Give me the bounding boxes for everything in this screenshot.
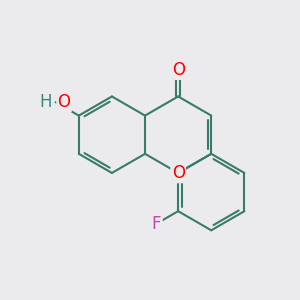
Text: O: O: [172, 164, 184, 182]
Text: O: O: [58, 93, 70, 111]
Text: F: F: [152, 214, 161, 232]
Text: O: O: [172, 61, 184, 79]
Text: H: H: [39, 93, 52, 111]
